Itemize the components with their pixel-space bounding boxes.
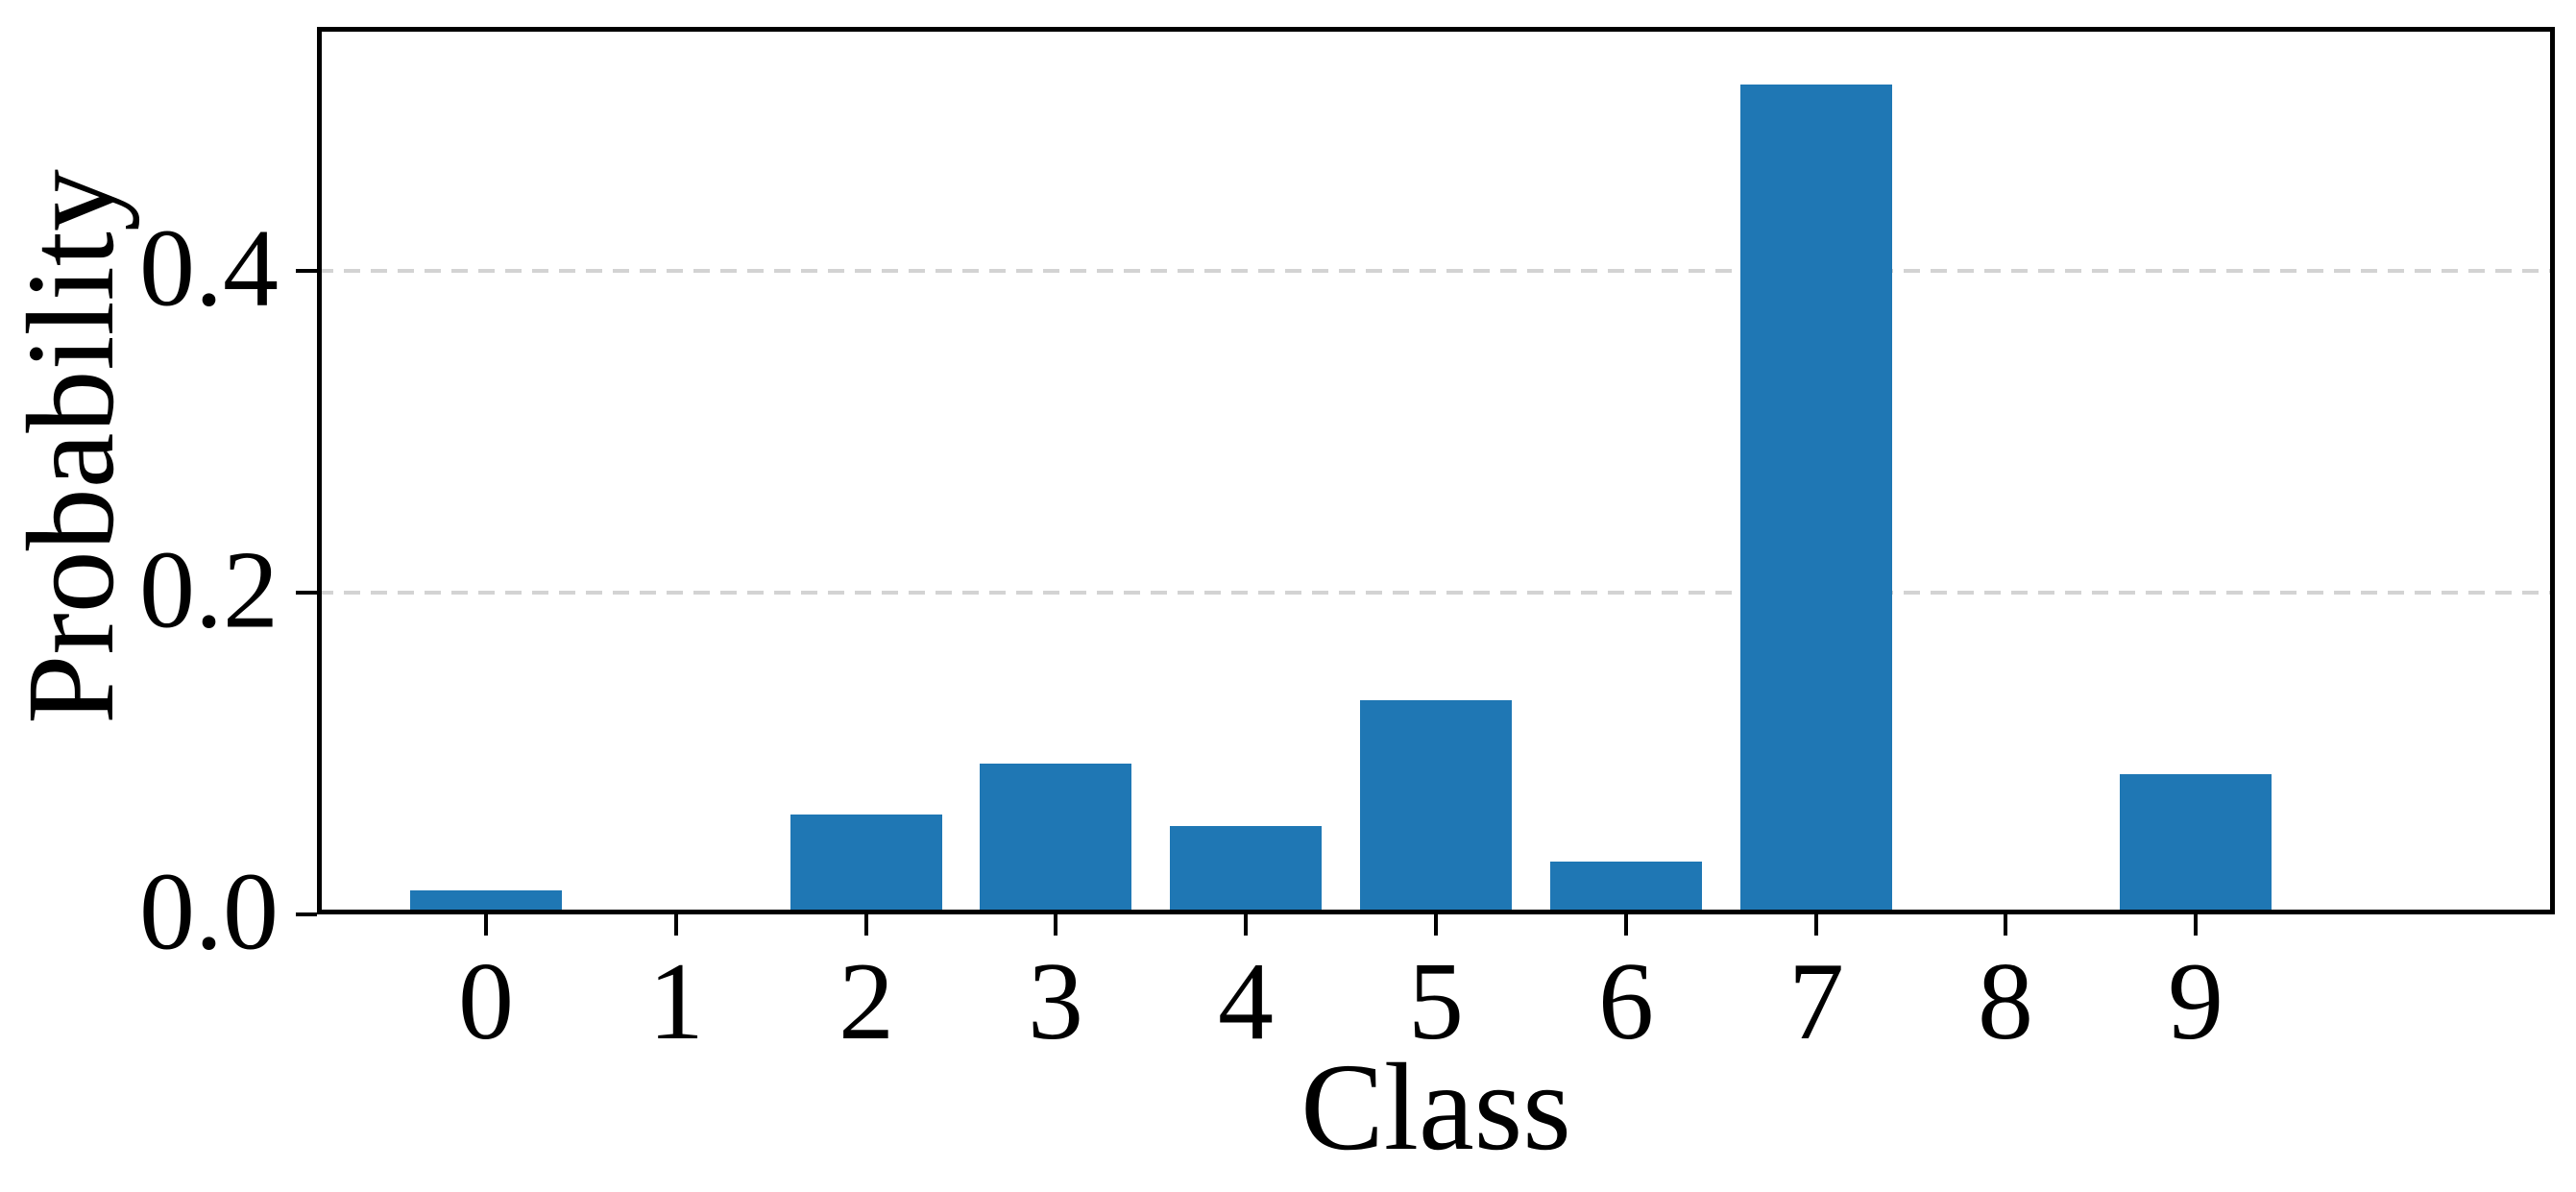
x-tick-1 — [674, 914, 678, 936]
y-tick-0.4 — [296, 269, 317, 273]
x-tick-label-2: 2 — [838, 940, 894, 1063]
gridline-0.2 — [317, 591, 2555, 596]
x-tick-6 — [1624, 914, 1628, 936]
y-tick-0.2 — [296, 591, 317, 595]
y-tick-label-0.2: 0.2 — [139, 528, 279, 652]
bar-class-6 — [1550, 862, 1702, 914]
x-tick-label-1: 1 — [648, 940, 704, 1063]
bar-class-5 — [1360, 700, 1512, 914]
bar-class-3 — [980, 764, 1131, 914]
x-axis-label: Class — [1300, 1038, 1571, 1177]
x-tick-5 — [1434, 914, 1438, 936]
x-tick-7 — [1814, 914, 1818, 936]
x-tick-4 — [1244, 914, 1248, 936]
x-tick-label-8: 8 — [1978, 940, 2033, 1063]
x-tick-label-9: 9 — [2168, 940, 2224, 1063]
x-tick-label-5: 5 — [1408, 940, 1464, 1063]
y-tick-label-0.0: 0.0 — [139, 850, 279, 974]
x-tick-8 — [2004, 914, 2007, 936]
x-tick-9 — [2194, 914, 2198, 936]
x-tick-label-3: 3 — [1028, 940, 1083, 1063]
bar-class-9 — [2120, 774, 2272, 914]
bar-class-0 — [410, 890, 562, 914]
x-tick-label-7: 7 — [1788, 940, 1844, 1063]
x-tick-3 — [1054, 914, 1057, 936]
y-tick-0.0 — [296, 912, 317, 916]
plot-area — [317, 27, 2555, 914]
bar-class-4 — [1170, 826, 1322, 914]
x-tick-label-6: 6 — [1598, 940, 1654, 1063]
x-tick-label-4: 4 — [1218, 940, 1274, 1063]
x-tick-0 — [484, 914, 488, 936]
bar-class-2 — [790, 815, 942, 914]
x-tick-2 — [864, 914, 868, 936]
x-tick-label-0: 0 — [458, 940, 514, 1063]
y-tick-label-0.4: 0.4 — [139, 207, 279, 330]
bar-class-7 — [1740, 85, 1892, 914]
gridline-0.4 — [317, 269, 2555, 274]
